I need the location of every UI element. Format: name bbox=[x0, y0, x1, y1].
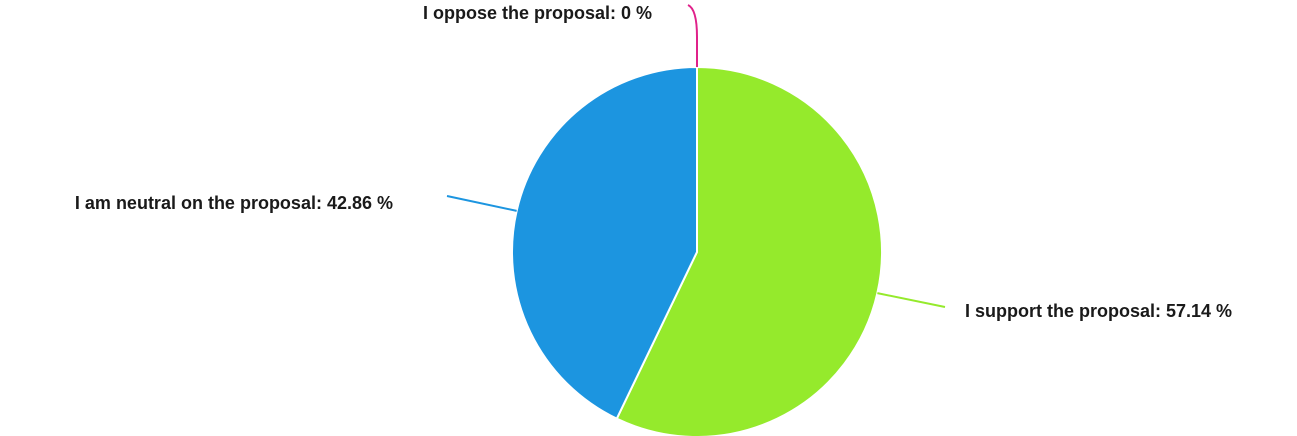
leader-line-neutral bbox=[446, 195, 517, 212]
slice-label-oppose: I oppose the proposal: 0 % bbox=[423, 3, 652, 23]
slice-labels: I support the proposal: 57.14 % I am neu… bbox=[75, 3, 1232, 321]
pie-slices bbox=[511, 66, 883, 436]
slice-label-neutral: I am neutral on the proposal: 42.86 % bbox=[75, 193, 393, 213]
leader-line-support bbox=[877, 292, 946, 308]
pie-slice-support bbox=[615, 66, 883, 436]
leader-line-oppose bbox=[687, 4, 698, 67]
leader-lines bbox=[446, 4, 946, 308]
slice-label-support: I support the proposal: 57.14 % bbox=[965, 301, 1232, 321]
